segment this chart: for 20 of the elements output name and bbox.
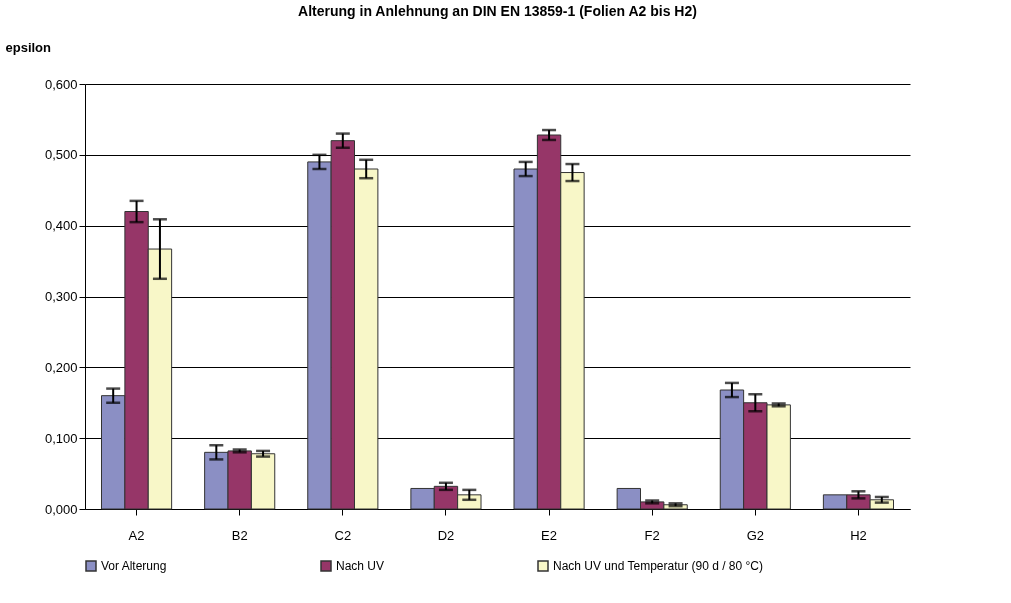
chart-title: Alterung in Anlehnung an DIN EN 13859-1 (Folien A2 bis H2) <box>298 3 697 19</box>
x-tick-label: F2 <box>644 527 660 543</box>
x-tick-label: C2 <box>334 527 352 543</box>
y-tick-label: 0,500 <box>44 147 78 163</box>
y-tick-label: 0,400 <box>44 218 78 234</box>
y-tick-label: 0,000 <box>44 501 78 517</box>
y-tick-label: 0,100 <box>44 430 78 446</box>
x-tick-label: B2 <box>231 527 248 543</box>
x-tick-label: D2 <box>437 527 455 543</box>
y-tick-label: 0,300 <box>44 289 78 304</box>
x-tick-label: G2 <box>746 527 764 543</box>
legend-label: Nach UV und Temperatur (90 d / 80 °C) <box>553 559 764 573</box>
y-axis-title: epsilon <box>5 39 52 55</box>
x-tick-label: H2 <box>850 527 867 543</box>
legend-label: Nach UV <box>336 559 385 573</box>
y-tick-label: 0,200 <box>44 359 78 375</box>
x-tick-label: A2 <box>128 527 145 543</box>
x-tick-label: E2 <box>541 527 558 543</box>
y-tick-label: 0,600 <box>44 76 78 92</box>
legend-label: Vor Alterung <box>101 559 167 573</box>
